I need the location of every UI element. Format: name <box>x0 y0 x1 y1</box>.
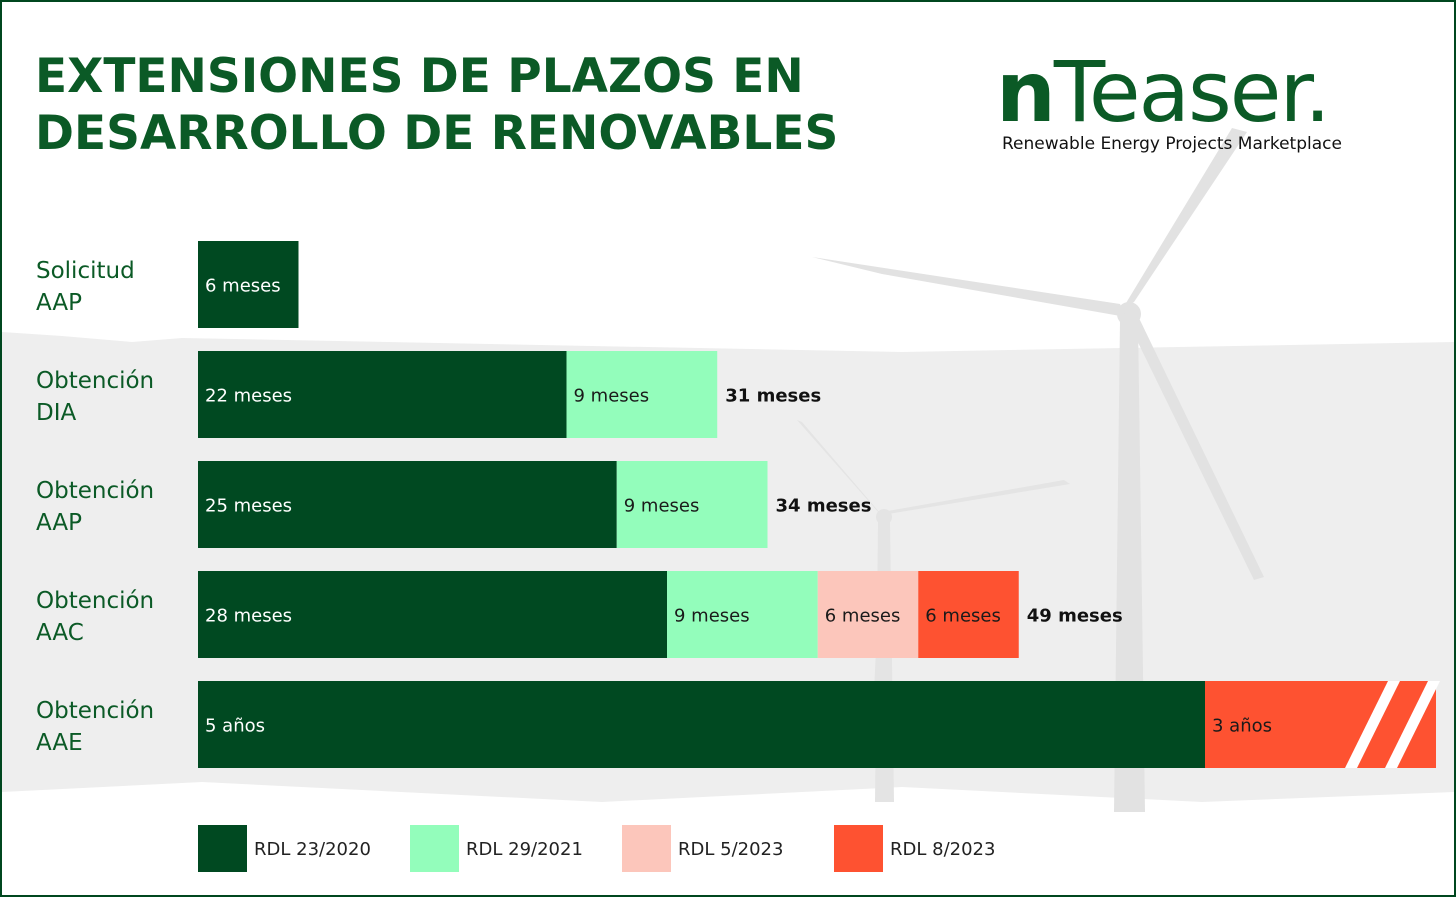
bar-segment <box>616 461 768 548</box>
axis-break-mark <box>1345 681 1400 768</box>
bar-segment <box>566 351 718 438</box>
bar-segment-label: 6 meses <box>925 606 1001 627</box>
bar-segment-label: 25 meses <box>205 496 292 517</box>
bar-total-label: 31 meses <box>725 386 821 407</box>
bar-segment-label: 6 meses <box>205 276 281 297</box>
bar-segment <box>817 571 919 658</box>
bar-segment-label: 22 meses <box>205 386 292 407</box>
legend-swatch <box>198 825 247 872</box>
bar-segment <box>198 351 567 438</box>
bar-segment-label: 9 meses <box>674 606 750 627</box>
chart-title: EXTENSIONES DE PLAZOS EN DESARROLLO DE R… <box>35 48 838 162</box>
category-label: Solicitud AAP <box>36 258 135 316</box>
bar-segment-label: 6 meses <box>825 606 901 627</box>
title-line-1: EXTENSIONES DE PLAZOS EN <box>35 49 804 104</box>
legend-label: RDL 29/2021 <box>466 839 583 860</box>
bar-segment-label: 3 años <box>1212 716 1272 737</box>
axis-break-mark <box>1385 681 1440 768</box>
logo-part-1: n <box>996 43 1056 141</box>
logo-tagline: Renewable Energy Projects Marketplace <box>1002 134 1342 154</box>
category-label: Obtención AAE <box>36 698 154 756</box>
bar-segment <box>198 461 617 548</box>
legend-label: RDL 23/2020 <box>254 839 371 860</box>
bar-segment-label: 5 años <box>205 716 265 737</box>
title-line-2: DESARROLLO DE RENOVABLES <box>35 106 839 161</box>
category-label: Obtención AAP <box>36 478 154 536</box>
bar-total-label: 49 meses <box>1027 606 1123 627</box>
bar-segment-label: 28 meses <box>205 606 292 627</box>
category-label: Obtención DIA <box>36 368 154 426</box>
legend-swatch <box>410 825 459 872</box>
bar-segment <box>667 571 818 658</box>
logo-part-2: Teaser. <box>1053 43 1331 141</box>
legend-label: RDL 8/2023 <box>890 839 995 860</box>
legend-swatch <box>622 825 671 872</box>
bar-segment-label: 9 meses <box>574 386 650 407</box>
legend-swatch <box>834 825 883 872</box>
nteaser-logo: nTeaser. <box>996 50 1331 134</box>
bar-segment <box>918 571 1019 658</box>
bar-total-label: 34 meses <box>776 496 872 517</box>
bar-segment <box>198 681 1205 768</box>
bar-segment <box>198 241 299 328</box>
bar-segment <box>198 571 667 658</box>
category-label: Obtención AAC <box>36 588 154 646</box>
legend-label: RDL 5/2023 <box>678 839 783 860</box>
bar-segment-label: 9 meses <box>624 496 700 517</box>
